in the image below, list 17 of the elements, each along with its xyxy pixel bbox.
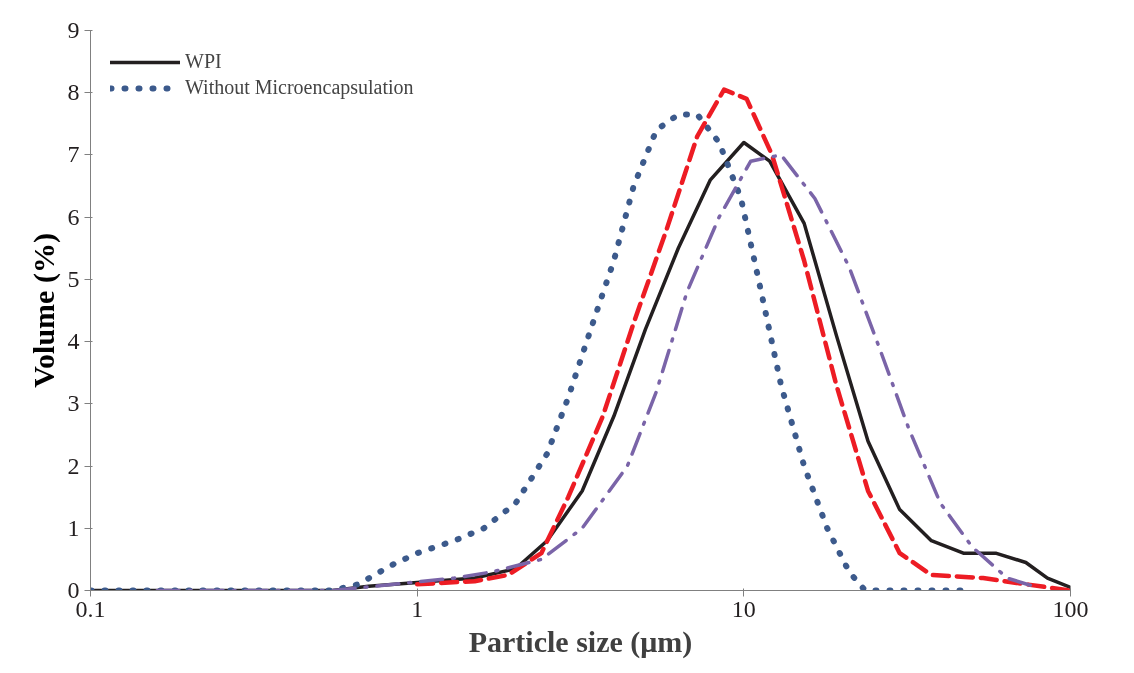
- legend-label: Without Microencapsulation: [185, 76, 414, 99]
- x-axis-title: Particle size (μm): [468, 624, 693, 659]
- y-tick-label: 4: [67, 328, 80, 355]
- y-axis-title: Volume (%): [26, 233, 61, 388]
- y-tick-label: 7: [67, 141, 80, 168]
- y-tick-label: 8: [67, 79, 80, 106]
- x-tick-label: 100: [1052, 595, 1089, 622]
- legend-label: WPI: [185, 50, 222, 73]
- x-tick-label: 10: [731, 595, 756, 622]
- y-tick-label: 9: [67, 17, 80, 43]
- x-tick-label: 1: [411, 595, 424, 622]
- y-tick-label: 0: [67, 577, 80, 603]
- y-tick-label: 1: [67, 514, 80, 541]
- y-tick-label: 6: [67, 203, 80, 230]
- y-tick-label: 2: [67, 452, 80, 479]
- y-tick-label: 5: [67, 265, 80, 292]
- y-tick-label: 3: [67, 390, 80, 417]
